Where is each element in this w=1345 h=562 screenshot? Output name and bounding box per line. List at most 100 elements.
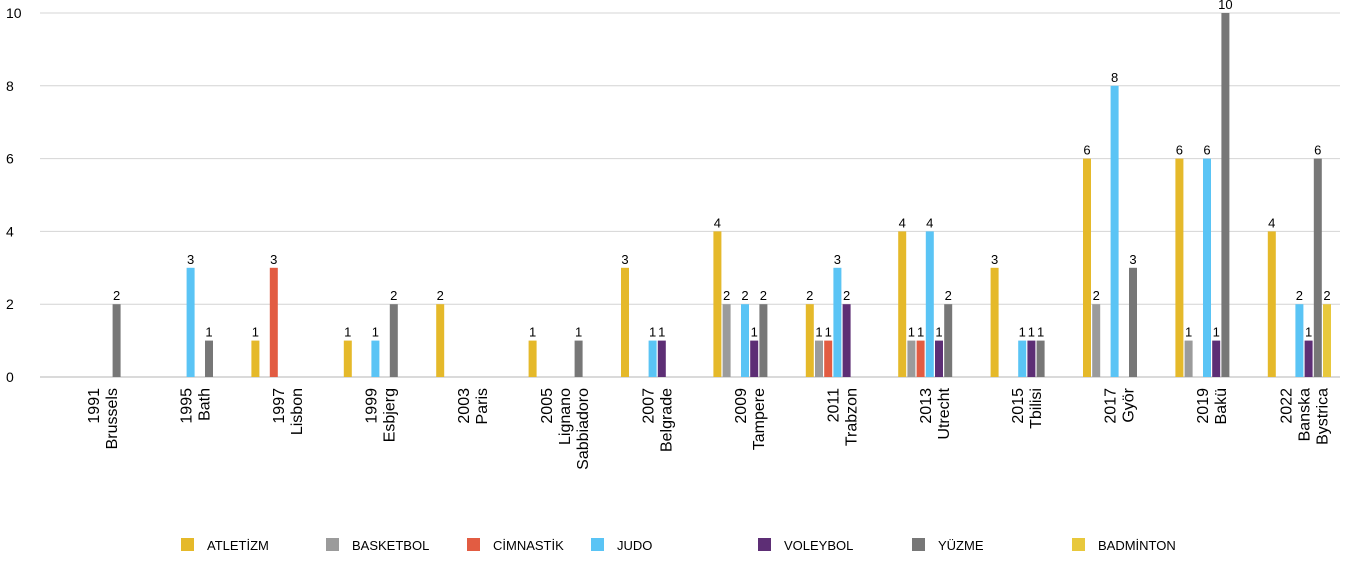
bar: [824, 340, 833, 377]
data-label: 1: [815, 325, 822, 340]
bar: [842, 304, 851, 377]
data-label: 1: [529, 325, 536, 340]
data-label: 3: [621, 252, 628, 267]
category-city-label: Tampere: [751, 388, 768, 450]
bar: [186, 267, 195, 377]
data-label: 1: [917, 325, 924, 340]
bar: [1110, 85, 1119, 378]
data-label: 6: [1203, 143, 1210, 158]
bar: [741, 304, 749, 377]
data-label: 2: [1093, 288, 1100, 303]
data-label: 2: [437, 288, 444, 303]
category-year-label: 2013: [918, 388, 935, 424]
legend-label: BASKETBOL: [352, 538, 429, 553]
data-label: 1: [1028, 325, 1035, 340]
legend-label: CİMNASTİK: [493, 538, 564, 553]
data-label: 4: [714, 215, 721, 230]
category-year-label: 1991: [86, 388, 103, 424]
category-city-label: Brussels: [104, 388, 121, 449]
data-label: 8: [1111, 70, 1118, 85]
bar: [722, 304, 731, 377]
legend-label: YÜZME: [938, 538, 984, 553]
bar: [907, 340, 916, 377]
bar: [648, 340, 657, 377]
bar: [1304, 340, 1313, 377]
category-city-label: Lignano: [557, 388, 574, 445]
bar: [205, 340, 213, 377]
bar: [759, 304, 768, 377]
category-city-label: Sabbiadoro: [575, 388, 592, 470]
y-tick-label: 4: [6, 223, 14, 239]
bar: [815, 340, 823, 377]
bar: [269, 267, 278, 377]
data-label: 3: [991, 252, 998, 267]
bar: [1092, 304, 1101, 377]
bar: [750, 340, 759, 377]
bar: [621, 267, 629, 377]
data-label: 2: [806, 288, 813, 303]
bar: [343, 340, 352, 377]
gridlines: [40, 12, 1340, 378]
legend-swatch: [326, 538, 339, 551]
bar: [916, 340, 925, 377]
category-year-label: 2017: [1103, 388, 1120, 424]
bar: [657, 340, 666, 377]
legend-label: VOLEYBOL: [784, 538, 853, 553]
bar: [1036, 340, 1045, 377]
data-label: 2: [760, 288, 767, 303]
category-year-label: 2022: [1278, 388, 1295, 424]
y-tick-label: 0: [6, 369, 14, 385]
data-label: 3: [834, 252, 841, 267]
bar: [574, 340, 583, 377]
data-label: 6: [1176, 143, 1183, 158]
data-label: 4: [899, 215, 906, 230]
data-label: 3: [270, 252, 277, 267]
bar: [436, 304, 445, 377]
bar: [990, 267, 999, 377]
legend-label: BADMİNTON: [1098, 538, 1176, 553]
bar: [1203, 158, 1211, 377]
data-label: 6: [1083, 143, 1090, 158]
data-label: 1: [908, 325, 915, 340]
data-label: 2: [113, 288, 120, 303]
bar: [805, 304, 814, 377]
bar: [1267, 231, 1276, 377]
data-label: 2: [843, 288, 850, 303]
bar: [1313, 158, 1322, 377]
data-label: 1: [205, 325, 212, 340]
data-label: 2: [1323, 288, 1330, 303]
category-city-label: Bystrica: [1314, 388, 1331, 445]
category-year-label: 2003: [456, 388, 473, 424]
bars: [112, 13, 1331, 378]
category-city-label: Trabzon: [843, 388, 860, 446]
category-year-label: 1997: [271, 388, 288, 424]
legend-swatch: [591, 538, 604, 551]
data-label: 10: [1218, 0, 1232, 12]
data-label: 2: [945, 288, 952, 303]
category-year-label: 2009: [733, 388, 750, 424]
category-year-label: 2007: [641, 388, 658, 424]
legend-swatch: [467, 538, 480, 551]
legend-swatch: [912, 538, 925, 551]
legend-swatch: [181, 538, 194, 551]
data-label: 1: [658, 325, 665, 340]
bar: [251, 340, 260, 377]
bar: [925, 231, 934, 377]
bar: [1295, 304, 1304, 377]
bar: [112, 304, 121, 377]
bar: [1175, 158, 1184, 377]
data-label: 2: [1296, 288, 1303, 303]
category-city-label: Györ: [1121, 387, 1138, 422]
data-label: 1: [252, 325, 259, 340]
category-city-label: Banska: [1296, 388, 1313, 441]
data-label: 1: [372, 325, 379, 340]
data-label: 4: [926, 215, 933, 230]
data-label: 4: [1268, 215, 1275, 230]
category-year-label: 2019: [1195, 388, 1212, 424]
data-label: 1: [751, 325, 758, 340]
bar: [1323, 304, 1331, 377]
data-label: 6: [1314, 143, 1321, 158]
